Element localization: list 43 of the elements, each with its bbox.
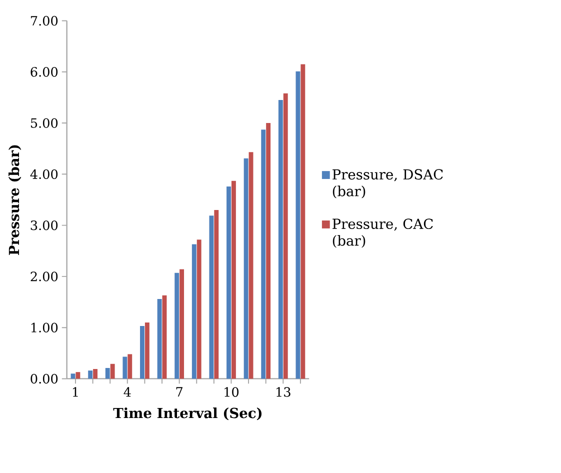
y-tick-label: 3.00	[30, 220, 58, 230]
bar	[283, 94, 288, 379]
x-tick-label: 4	[124, 387, 131, 397]
y-tick-label: 6.00	[30, 67, 58, 77]
x-tick-label: 10	[224, 387, 239, 398]
bar	[157, 299, 162, 379]
y-tick-label: 2.00	[30, 272, 58, 282]
bar	[244, 158, 248, 379]
bar	[226, 186, 231, 379]
bar	[296, 72, 300, 379]
bar	[140, 326, 144, 379]
bar	[214, 210, 219, 379]
y-tick-label: 0.00	[30, 374, 58, 384]
y-tick-label: 4.00	[30, 170, 58, 180]
y-axis-title: Pressure (bar)	[8, 145, 22, 256]
y-tick-label: 1.00	[31, 322, 58, 333]
x-tick-label: 13	[276, 387, 290, 398]
bar	[266, 123, 271, 379]
x-axis-title: Time Interval (Sec)	[113, 408, 262, 420]
bar	[180, 269, 184, 379]
bar	[88, 370, 93, 379]
x-tick-label: 1	[72, 387, 78, 397]
legend-label: Pressure, DSAC (bar)	[332, 169, 443, 198]
bar	[300, 64, 306, 379]
bar	[196, 240, 202, 379]
bar	[174, 273, 180, 379]
bar	[110, 364, 115, 379]
bar	[122, 356, 128, 379]
bar	[105, 368, 110, 379]
bar	[231, 180, 236, 379]
bar	[209, 216, 214, 379]
y-tick-label: 5.00	[30, 118, 58, 128]
y-tick-label: 7.00	[30, 16, 58, 26]
bar	[128, 354, 132, 379]
x-tick-label: 7	[176, 387, 182, 397]
bar	[248, 152, 254, 379]
bar	[192, 244, 196, 379]
bar	[144, 322, 150, 379]
legend-label: Pressure, CAC (bar)	[332, 218, 433, 248]
bar	[93, 369, 98, 379]
bar	[261, 130, 266, 379]
bar	[278, 100, 283, 379]
bar	[76, 372, 80, 379]
